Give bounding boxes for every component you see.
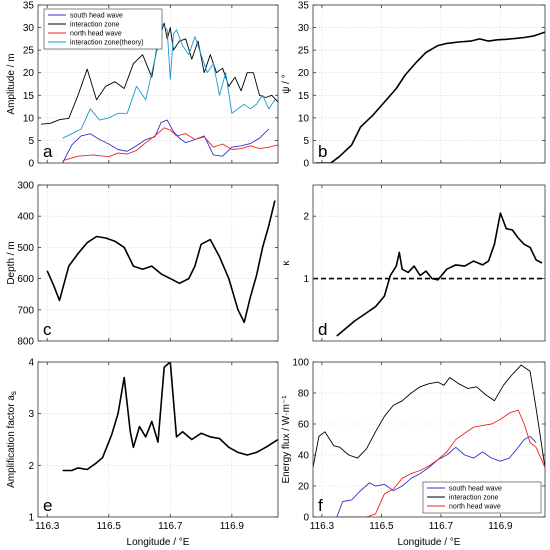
series-line-b-0 [316,31,545,163]
y-tick-label-e-0: 1 [28,513,34,524]
y-tick-label-a-2: 10 [23,113,35,124]
y-axis-label-f: Energy flux / W·m⁻¹ [281,395,292,484]
x-tick-label-f-1: 116.5 [369,521,394,532]
legend-label-a-2: north head wave [70,31,122,38]
y-tick-label-c-0: 300 [17,181,34,192]
panel-letter-b: b [318,142,327,161]
y-tick-label-b-5: 25 [298,46,310,57]
axes-frame-b [312,4,546,164]
y-axis-label-a: Amplitude / m [6,53,17,114]
axes-frame-f [312,361,546,518]
y-tick-label-d-1: 2 [303,212,309,223]
legend-a: south head wave interaction zone north hea… [43,8,163,50]
series-line-a-2 [62,127,278,162]
panel-b: 0 5 10 15 20 25 30 35 ψ / ° b [281,1,546,170]
panel-e: 1 2 3 4 116.3 116.5 116.7 116.9 Amplification fa… [6,358,279,548]
panel-a: 0 5 10 15 20 25 30 35 Amplitude / m a south head w… [6,1,279,170]
y-tick-label-a-7: 35 [23,1,35,12]
x-tick-label-e-3: 116.9 [220,521,245,532]
y-tick-label-c-4: 700 [17,305,34,316]
y-tick-label-b-3: 15 [298,91,310,102]
series-line-a-3 [62,22,276,139]
legend-label-f-2: north head wave [449,504,501,511]
series-line-e-0 [62,362,278,472]
y-tick-label-e-1: 2 [28,461,34,472]
x-tick-label-e-0: 116.3 [35,521,60,532]
y-tick-label-b-1: 5 [303,136,309,147]
x-tick-label-e-1: 116.5 [97,521,122,532]
panel-letter-c: c [43,320,52,339]
y-tick-label-a-1: 5 [28,136,34,147]
y-tick-label-e-3: 4 [28,358,34,369]
legend-f: south head wave interaction zone north hea… [422,481,542,514]
x-axis-label-f: Longitude / °E [398,537,461,548]
y-axis-label-e: Amplification factor as [6,391,18,488]
panel-letter-d: d [318,320,327,339]
legend-label-a-0: south head wave [70,13,123,20]
y-tick-label-b-0: 0 [303,159,309,170]
series-line-f-2 [336,409,545,517]
legend-label-f-1: interaction zone [449,495,499,502]
legend-label-a-1: interaction zone [70,22,120,29]
y-axis-label-c: Depth / m [6,241,17,284]
series-line-f-1 [313,364,545,468]
legend-label-a-3: interaction zone(theory) [70,40,144,47]
y-tick-label-c-3: 600 [17,274,34,285]
y-tick-label-c-5: 800 [17,337,34,348]
y-tick-label-b-4: 20 [298,68,310,79]
plot-area-c [38,185,278,341]
y-tick-label-a-6: 30 [23,23,35,34]
y-tick-label-a-4: 20 [23,68,35,79]
plot-area-b [313,5,545,163]
legend-label-f-0: south head wave [449,486,502,493]
y-tick-label-b-6: 30 [298,23,310,34]
y-tick-label-f-4: 80 [298,389,310,400]
panel-d: 1 2 κ d [281,184,546,342]
y-tick-label-f-0: 0 [303,513,309,524]
y-tick-label-f-1: 20 [298,482,310,493]
x-tick-label-f-2: 116.7 [429,521,454,532]
y-tick-label-b-2: 10 [298,113,310,124]
y-axis-label-subscript-e: s [9,391,18,395]
y-tick-label-c-2: 500 [17,243,34,254]
y-axis-label-b: ψ / ° [281,74,292,93]
y-axis-label-d: κ [281,260,292,266]
axes-frame-e [37,361,279,518]
series-line-d-0 [336,212,543,337]
panel-letter-a: a [43,142,53,161]
axes-frame-a [37,4,279,164]
series-line-a-1 [41,22,278,125]
y-tick-label-a-3: 15 [23,91,35,102]
y-tick-label-f-2: 40 [298,451,310,462]
series-line-a-0 [62,119,270,163]
y-tick-label-e-2: 3 [28,409,34,420]
x-tick-label-f-3: 116.9 [488,521,513,532]
panel-letter-e: e [43,496,52,515]
y-tick-label-b-7: 35 [298,1,310,12]
y-tick-label-a-5: 25 [23,46,35,57]
x-axis-label-e: Longitude / °E [127,537,190,548]
series-line-c-0 [46,200,276,324]
panel-letter-f: f [318,496,323,515]
plot-area-d [313,185,545,341]
panel-f: 0 20 40 60 80 100 116.3 116.5 116.7 116.9 Energy f… [281,358,546,548]
axes-frame-c [37,184,279,342]
y-tick-label-f-3: 60 [298,420,310,431]
x-tick-label-e-2: 116.7 [158,521,183,532]
y-tick-label-d-0: 1 [303,274,309,285]
y-tick-label-a-0: 0 [28,159,34,170]
y-tick-label-f-5: 100 [292,358,309,369]
y-tick-label-c-1: 400 [17,212,34,223]
panel-c: 300 400 500 600 700 800 Depth / m c [6,181,279,348]
x-tick-label-f-0: 116.3 [310,521,335,532]
axes-frame-d [312,184,546,342]
